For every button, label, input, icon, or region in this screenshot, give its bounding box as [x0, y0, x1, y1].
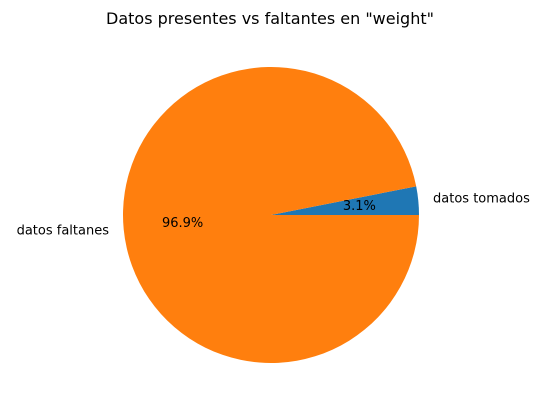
- pie-slice-0: [271, 186, 419, 215]
- pie-slice-percent-1: 96.9%: [162, 216, 203, 231]
- pie-slices: [123, 66, 420, 363]
- pie-slice-percent-0: 3.1%: [343, 199, 376, 214]
- chart-title: Datos presentes vs faltantes en "weight": [106, 9, 434, 28]
- pie-labels: datos tomados 3.1% datos faltanes 96.9%: [17, 192, 531, 239]
- pie-slice-label-0: datos tomados: [433, 192, 530, 207]
- pie-slice-label-1: datos faltanes: [17, 223, 110, 238]
- pie-slice-1: [123, 66, 420, 363]
